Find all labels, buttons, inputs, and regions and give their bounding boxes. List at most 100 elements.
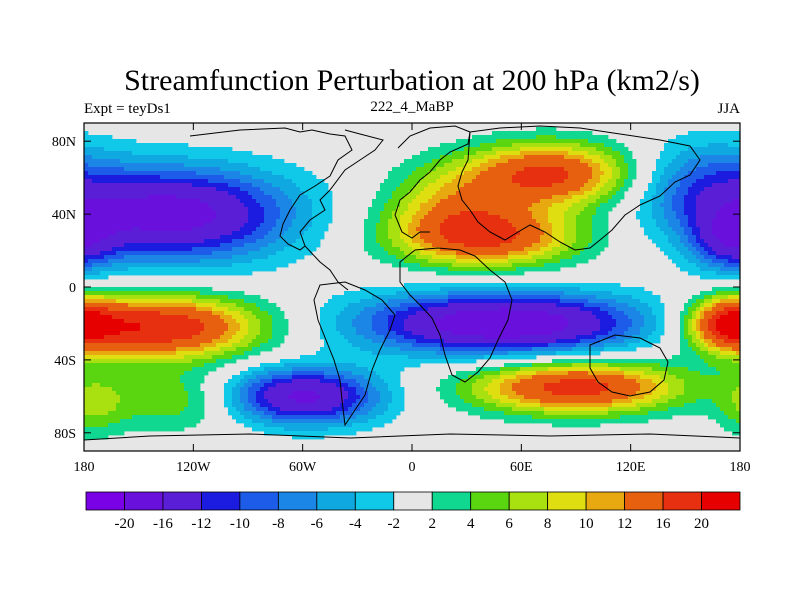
field-cell: [688, 231, 693, 236]
field-cell: [596, 227, 601, 232]
field-cell: [624, 159, 629, 164]
field-cell: [408, 247, 413, 252]
field-cell: [460, 231, 465, 236]
field-cell: [140, 195, 145, 200]
field-cell: [248, 263, 253, 268]
field-cell: [680, 143, 685, 148]
field-cell: [572, 259, 577, 264]
field-cell: [560, 259, 565, 264]
field-cell: [432, 171, 437, 176]
field-cell: [272, 255, 277, 260]
field-cell: [568, 291, 573, 296]
field-cell: [136, 195, 141, 200]
field-cell: [520, 159, 525, 164]
field-cell: [84, 267, 89, 272]
field-cell: [672, 167, 677, 172]
field-cell: [260, 167, 265, 172]
field-cell: [532, 283, 537, 288]
field-cell: [360, 295, 365, 300]
field-cell: [152, 255, 157, 260]
field-cell: [400, 263, 405, 268]
field-cell: [708, 291, 713, 296]
field-cell: [500, 243, 505, 248]
field-cell: [368, 243, 373, 248]
field-cell: [548, 287, 553, 292]
field-cell: [412, 251, 417, 256]
field-cell: [140, 239, 145, 244]
field-cell: [292, 211, 297, 216]
field-cell: [372, 215, 377, 220]
field-cell: [176, 195, 181, 200]
field-cell: [668, 191, 673, 196]
field-cell: [492, 151, 497, 156]
field-cell: [484, 259, 489, 264]
field-cell: [696, 195, 701, 200]
field-cell: [164, 155, 169, 160]
field-cell: [168, 219, 173, 224]
field-cell: [672, 259, 677, 264]
field-cell: [236, 255, 241, 260]
field-cell: [512, 251, 517, 256]
field-cell: [488, 171, 493, 176]
field-cell: [532, 295, 537, 300]
field-cell: [188, 151, 193, 156]
field-cell: [456, 143, 461, 148]
field-cell: [212, 223, 217, 228]
field-cell: [144, 267, 149, 272]
field-cell: [376, 287, 381, 292]
field-cell: [400, 255, 405, 260]
field-cell: [284, 259, 289, 264]
field-cell: [236, 235, 241, 240]
field-cell: [148, 167, 153, 172]
field-cell: [128, 155, 133, 160]
field-cell: [724, 271, 729, 276]
field-cell: [532, 263, 537, 268]
field-cell: [572, 175, 577, 180]
field-cell: [568, 163, 573, 168]
field-cell: [680, 247, 685, 252]
field-cell: [592, 215, 597, 220]
field-cell: [592, 247, 597, 252]
field-cell: [496, 247, 501, 252]
field-cell: [656, 167, 661, 172]
field-cell: [208, 155, 213, 160]
field-cell: [200, 295, 205, 300]
field-cell: [408, 215, 413, 220]
field-cell: [116, 183, 121, 188]
field-cell: [452, 223, 457, 228]
field-cell: [456, 251, 461, 256]
field-cell: [728, 235, 733, 240]
field-cell: [452, 203, 457, 208]
field-cell: [312, 211, 317, 216]
field-cell: [84, 235, 89, 240]
field-cell: [296, 187, 301, 192]
field-cell: [260, 223, 265, 228]
field-cell: [168, 235, 173, 240]
field-cell: [272, 195, 277, 200]
field-cell: [136, 259, 141, 264]
field-cell: [660, 235, 665, 240]
field-cell: [408, 287, 413, 292]
field-cell: [140, 167, 145, 172]
field-cell: [596, 231, 601, 236]
field-cell: [496, 183, 501, 188]
field-cell: [476, 171, 481, 176]
field-cell: [168, 187, 173, 192]
field-cell: [224, 231, 229, 236]
field-cell: [688, 183, 693, 188]
field-cell: [512, 223, 517, 228]
field-cell: [392, 247, 397, 252]
field-cell: [688, 179, 693, 184]
field-cell: [408, 199, 413, 204]
field-cell: [148, 287, 153, 292]
field-cell: [548, 163, 553, 168]
field-cell: [688, 167, 693, 172]
field-cell: [488, 195, 493, 200]
field-cell: [692, 155, 697, 160]
field-cell: [736, 223, 740, 228]
field-cell: [448, 211, 453, 216]
field-cell: [384, 207, 389, 212]
field-cell: [720, 219, 725, 224]
field-cell: [228, 291, 233, 296]
field-cell: [88, 151, 93, 156]
